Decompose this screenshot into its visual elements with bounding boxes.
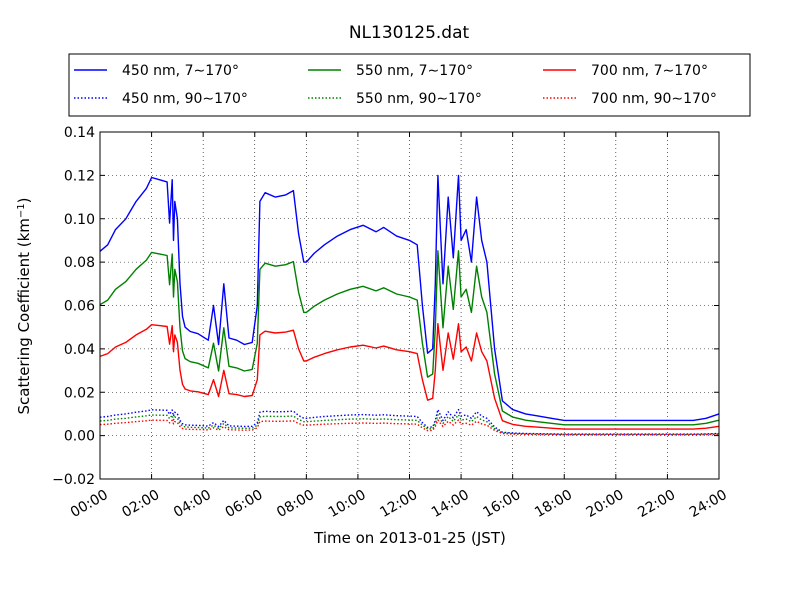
plot-area: 00:00 02:00 04:00 06:00 08:00 10:00 12:00 14:00… bbox=[52, 125, 730, 521]
legend-label: 700 nm, 7∼170° bbox=[591, 63, 708, 79]
x-tick-label: 00:00 bbox=[68, 487, 111, 521]
legend-frame bbox=[68, 53, 751, 117]
series-line bbox=[99, 250, 720, 426]
x-tick-label: 20:00 bbox=[584, 487, 627, 521]
x-tick-label: 10:00 bbox=[326, 487, 369, 521]
legend-label: 550 nm, 90∼170° bbox=[356, 91, 482, 107]
chart-title: NL130125.dat bbox=[349, 23, 470, 43]
legend-label: 450 nm, 7∼170° bbox=[122, 63, 239, 79]
legend-label: 700 nm, 90∼170° bbox=[591, 91, 717, 107]
legend-label: 550 nm, 7∼170° bbox=[356, 63, 473, 79]
x-tick-label: 22:00 bbox=[635, 487, 678, 521]
x-tick-label: 14:00 bbox=[429, 487, 472, 521]
x-tick-label: 04:00 bbox=[171, 487, 214, 521]
y-tick-label: 0.12 bbox=[64, 168, 95, 184]
y-tick-label: −0.02 bbox=[52, 472, 95, 488]
y-tick-label: 0.14 bbox=[64, 125, 95, 141]
x-axis-label: Time on 2013-01-25 (JST) bbox=[313, 529, 506, 547]
series-line bbox=[99, 408, 720, 435]
series-line bbox=[99, 419, 720, 436]
x-tick-label: 12:00 bbox=[377, 487, 420, 521]
series-layer bbox=[99, 174, 720, 436]
y-axis-label: Scattering Coefficient (km−1) bbox=[15, 197, 33, 414]
x-tick-label: 24:00 bbox=[687, 487, 730, 521]
series-line bbox=[99, 323, 720, 430]
x-tick-label: 16:00 bbox=[481, 487, 524, 521]
x-tick-label: 06:00 bbox=[223, 487, 266, 521]
y-tick-label: 0.10 bbox=[64, 212, 95, 228]
y-tick-label: 0.04 bbox=[64, 342, 95, 358]
x-tick-label: 08:00 bbox=[274, 487, 317, 521]
y-tick-label: 0.06 bbox=[64, 299, 95, 315]
series-line bbox=[99, 174, 720, 422]
legend-label: 450 nm, 90∼170° bbox=[122, 91, 248, 107]
x-tick-label: 02:00 bbox=[119, 487, 162, 521]
y-tick-label: 0.08 bbox=[64, 255, 95, 271]
y-tick-label: 0.02 bbox=[64, 385, 95, 401]
y-tick-label: 0.00 bbox=[64, 429, 95, 445]
chart-legend: 450 nm, 7∼170° 550 nm, 7∼170° 700 nm, 7∼17… bbox=[68, 53, 751, 117]
x-tick-label: 18:00 bbox=[532, 487, 575, 521]
